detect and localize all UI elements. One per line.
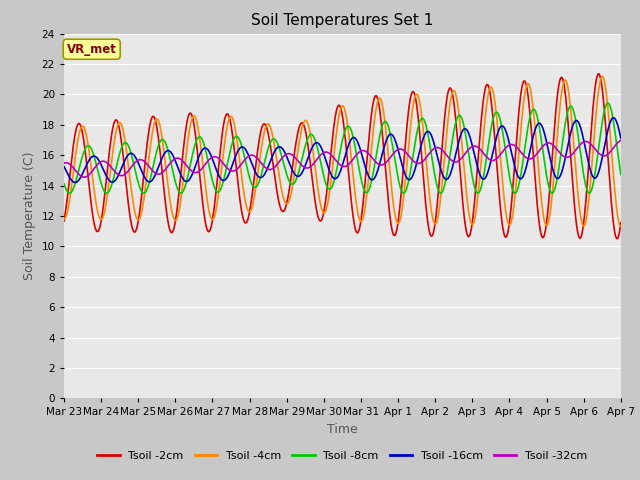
X-axis label: Time: Time — [327, 423, 358, 436]
Legend: Tsoil -2cm, Tsoil -4cm, Tsoil -8cm, Tsoil -16cm, Tsoil -32cm: Tsoil -2cm, Tsoil -4cm, Tsoil -8cm, Tsoi… — [93, 447, 592, 466]
Y-axis label: Soil Temperature (C): Soil Temperature (C) — [23, 152, 36, 280]
Text: VR_met: VR_met — [67, 43, 116, 56]
Title: Soil Temperatures Set 1: Soil Temperatures Set 1 — [252, 13, 433, 28]
